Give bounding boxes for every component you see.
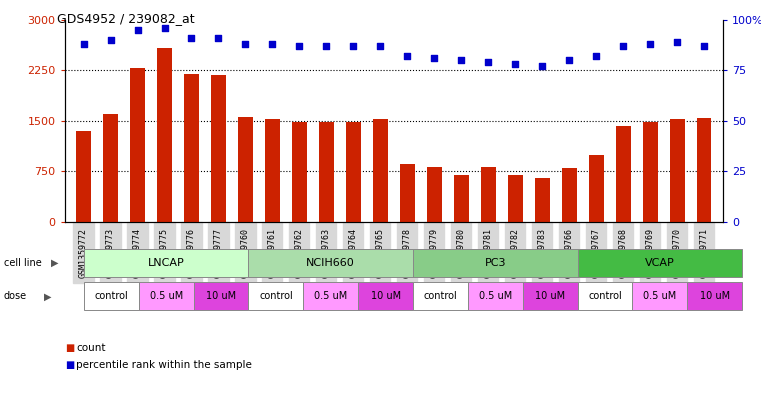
Point (617, 43, 629, 49)
Text: VCAP: VCAP (645, 258, 675, 268)
Bar (157, 48, 172, 222)
Bar (643, 122, 658, 222)
Point (455, 57, 467, 63)
Bar (103, 114, 118, 222)
Text: ■: ■ (65, 360, 74, 371)
Bar (76, 131, 91, 222)
Text: 10 uM: 10 uM (699, 291, 730, 301)
Point (347, 43, 359, 49)
Bar (265, 119, 280, 222)
Point (482, 59, 495, 65)
Text: LNCAP: LNCAP (148, 258, 185, 268)
Text: 10 uM: 10 uM (535, 291, 565, 301)
Point (104, 37, 116, 43)
Text: 10 uM: 10 uM (206, 291, 236, 301)
Point (698, 43, 710, 49)
Bar (346, 121, 361, 222)
Text: 0.5 uM: 0.5 uM (479, 291, 512, 301)
Bar (616, 126, 631, 222)
Bar (400, 164, 415, 222)
Point (374, 43, 387, 49)
Text: count: count (76, 343, 106, 353)
Bar (130, 68, 145, 222)
Bar (292, 122, 307, 222)
Bar (427, 167, 441, 222)
Text: 10 uM: 10 uM (371, 291, 400, 301)
Text: GDS4952 / 239082_at: GDS4952 / 239082_at (57, 12, 195, 25)
Text: percentile rank within the sample: percentile rank within the sample (76, 360, 252, 371)
Bar (589, 154, 603, 222)
Point (428, 55, 441, 61)
Bar (508, 175, 523, 222)
Bar (535, 178, 549, 222)
Text: cell line: cell line (4, 258, 42, 268)
Bar (211, 75, 226, 222)
Point (240, 41, 252, 47)
Point (158, 25, 170, 31)
Text: PC3: PC3 (485, 258, 506, 268)
Point (509, 61, 521, 67)
Text: dose: dose (4, 291, 27, 301)
Point (563, 57, 575, 63)
Text: NCIH660: NCIH660 (307, 258, 355, 268)
Text: ■: ■ (65, 343, 74, 353)
Point (186, 35, 198, 41)
Text: ▶: ▶ (51, 258, 59, 268)
Text: 0.5 uM: 0.5 uM (643, 291, 677, 301)
Bar (481, 167, 495, 222)
Bar (238, 118, 253, 222)
Point (132, 27, 144, 33)
Text: control: control (424, 291, 457, 301)
Bar (696, 118, 712, 222)
Bar (319, 121, 334, 222)
Point (401, 53, 413, 59)
Point (78, 41, 90, 47)
Bar (670, 119, 684, 222)
Bar (454, 175, 469, 222)
Point (293, 43, 305, 49)
Point (590, 53, 602, 59)
Bar (562, 168, 577, 222)
Bar (184, 73, 199, 222)
Text: 0.5 uM: 0.5 uM (314, 291, 347, 301)
Point (266, 41, 279, 47)
Point (644, 41, 656, 47)
Point (671, 39, 683, 45)
Text: control: control (94, 291, 128, 301)
Point (320, 43, 333, 49)
Text: ▶: ▶ (44, 291, 52, 301)
Text: 0.5 uM: 0.5 uM (150, 291, 183, 301)
Point (536, 63, 548, 69)
Text: control: control (259, 291, 293, 301)
Bar (373, 119, 388, 222)
Point (212, 35, 224, 41)
Text: control: control (588, 291, 622, 301)
